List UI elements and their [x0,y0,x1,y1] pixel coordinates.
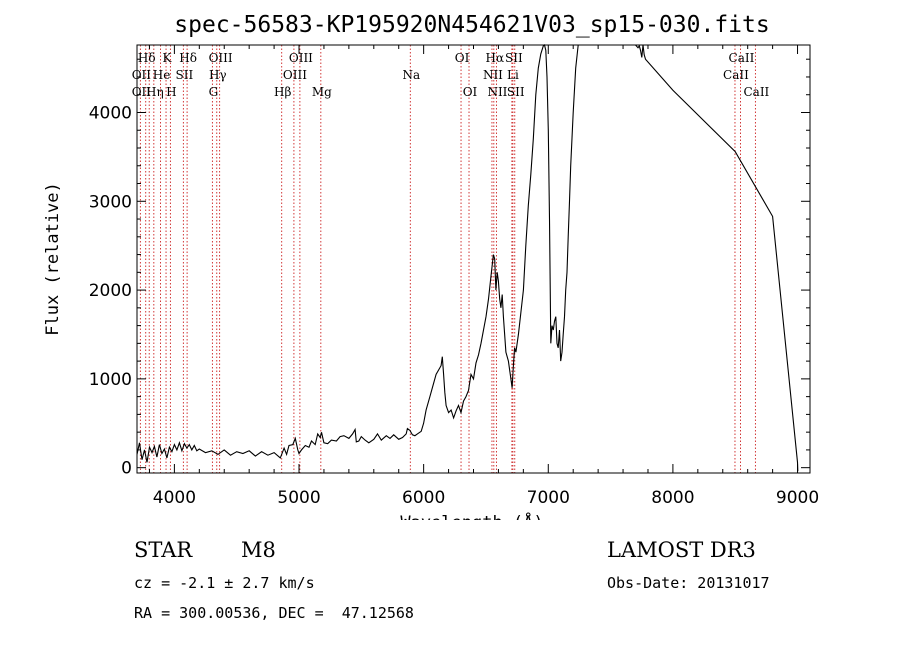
y-tick-label: 1000 [89,370,132,390]
plot-frame [136,44,811,474]
emission-line-label: OI [455,51,470,65]
emission-line-label: NII [487,85,507,99]
emission-line-label: CaII [723,68,749,82]
survey-name: LAMOST DR3 [607,538,756,562]
emission-line-label: Hδ [138,51,156,65]
y-tick-label: 3000 [89,192,132,212]
y-tick-label: 2000 [89,281,132,301]
emission-line-label: Hγ [209,68,227,82]
emission-line-label: G [209,85,219,99]
emission-line-label: Hδ [179,51,197,65]
emission-line-markers [139,45,756,473]
observation-date: Obs-Date: 20131017 [607,574,770,592]
object-subclass: M8 [241,538,276,562]
spectrum-chart: spec-56583-KP195920N454621V03_sp15-030.f… [43,12,819,520]
emission-line-label: Hη [146,85,164,99]
emission-line-label: NII [483,68,503,82]
emission-line-label: OIII [289,51,313,65]
y-tick-label: 4000 [89,103,132,123]
x-tick-label: 9000 [776,488,819,508]
x-tick-label: 6000 [402,488,445,508]
chart-title: spec-56583-KP195920N454621V03_sp15-030.f… [174,12,769,38]
y-axis-label: Flux (relative) [43,182,63,336]
emission-line-label: Na [402,68,420,82]
emission-line-label: He [153,68,171,82]
x-tick-label: 7000 [527,488,570,508]
emission-line-label: OIII [209,51,233,65]
emission-line-label: SII [507,85,525,99]
emission-line-label: OIII [283,68,307,82]
x-axis-ticks: 4000 5000 6000 7000 8000 9000 [148,45,819,508]
emission-line-label: OII [132,68,152,82]
y-axis-ticks: 0 1000 2000 3000 4000 [89,58,810,479]
emission-line-label: SII [505,51,523,65]
object-class: STAR [134,538,193,562]
emission-line-label: K [163,51,173,65]
x-axis-label: Wavelength (Å) [400,511,543,520]
redshift-cz: cz = -2.1 ± 2.7 km/s [134,574,315,592]
emission-line-label: OI [463,85,478,99]
emission-line-label: Hα [486,51,505,65]
emission-line-label: CaII [743,85,769,99]
emission-line-label: SII [176,68,194,82]
y-tick-label: 0 [121,459,132,479]
emission-line-label: Mg [312,85,332,99]
emission-line-label: Li [507,68,519,82]
x-tick-label: 8000 [651,488,694,508]
coordinates: RA = 300.00536, DEC = 47.12568 [134,604,414,622]
flux-series-line [136,44,799,472]
x-tick-label: 5000 [277,488,320,508]
emission-line-label: H [166,85,176,99]
emission-line-label: CaII [729,51,755,65]
x-tick-label: 4000 [153,488,196,508]
emission-line-label: Hβ [274,85,291,99]
